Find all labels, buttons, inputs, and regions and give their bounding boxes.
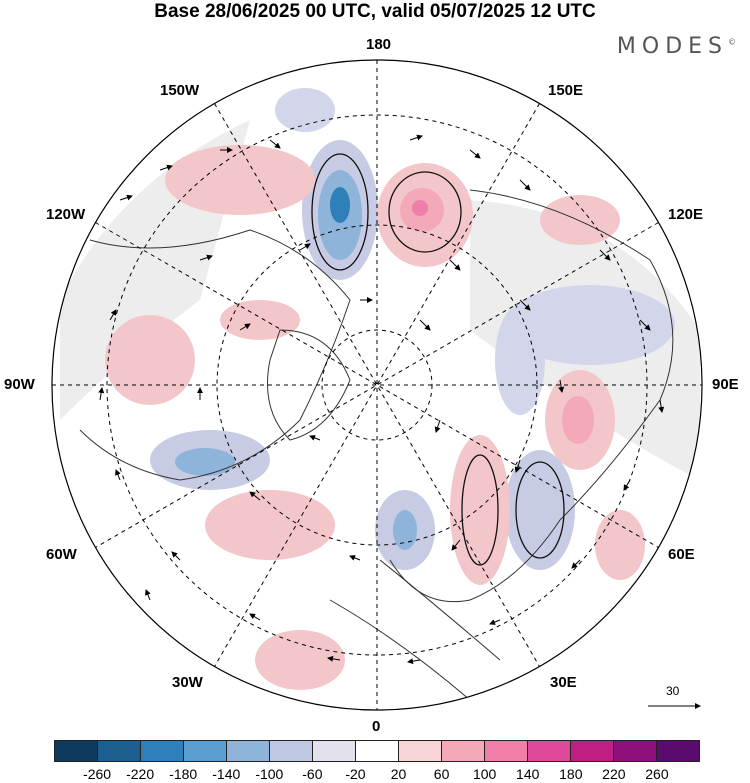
longitude-label-120e: 120E (668, 206, 704, 223)
colorbar-cell (442, 741, 485, 761)
longitude-label-180: 180 (366, 36, 392, 53)
colorbar-cell (614, 741, 657, 761)
map-boundary (51, 59, 703, 711)
chart-title: Base 28/06/2025 00 UTC, valid 05/07/2025… (154, 1, 596, 22)
longitude-label-90w: 90W (4, 376, 35, 393)
colorbar-tick-label: -180 (169, 766, 198, 782)
colorbar-tick-label: 180 (559, 766, 583, 782)
colorbar-cell (528, 741, 571, 761)
contour-lines (311, 153, 565, 566)
longitude-label-150w: 150W (160, 82, 200, 99)
longitude-label-90e: 90E (712, 376, 739, 393)
longitude-label-60w: 60W (46, 546, 77, 563)
wind-vectors (98, 134, 665, 665)
colorbar-cell (55, 741, 98, 761)
colorbar-ticks: -260 -220 -180 -140 -100 -60 -20 20 60 100 140 180 2… (0, 766, 750, 782)
colorbar-tick-label: 140 (516, 766, 540, 782)
colorbar-tick-label: 20 (390, 766, 407, 782)
colorbar-tick-label: 260 (645, 766, 669, 782)
longitude-label-60e: 60E (668, 546, 695, 563)
colorbar-cell (485, 741, 528, 761)
longitude-label-0: 0 (372, 718, 381, 735)
colorbar-tick-label: -20 (345, 766, 366, 782)
colorbar-tick-label: 220 (602, 766, 626, 782)
colorbar-cell (356, 741, 399, 761)
longitude-label-30e: 30E (550, 674, 577, 691)
colorbar-cell (184, 741, 227, 761)
colorbar-tick-label: -100 (255, 766, 284, 782)
longitude-label-120w: 120W (46, 206, 86, 223)
colorbar-tick-label: -60 (302, 766, 323, 782)
negative-anomaly-areas (150, 88, 675, 570)
reference-vector-label: 30 (666, 684, 680, 698)
colorbar-cell (313, 741, 356, 761)
colorbar-cell (227, 741, 270, 761)
longitude-label-150e: 150E (548, 82, 584, 99)
colorbar-tick-label: -260 (83, 766, 112, 782)
colorbar-tick-label: -140 (212, 766, 241, 782)
colorbar-cell (98, 741, 141, 761)
coastlines (79, 189, 674, 701)
graticule (52, 60, 702, 710)
colorbar-tick-label: 60 (433, 766, 450, 782)
colorbar-tick-label: -220 (126, 766, 155, 782)
polar-map (51, 59, 703, 711)
colorbar-cell (399, 741, 442, 761)
brand-logo: MODES© (616, 34, 736, 59)
map-disc (52, 60, 702, 710)
longitude-label-30w: 30W (172, 674, 203, 691)
colorbar-cell (141, 741, 184, 761)
colorbar-cell (571, 741, 614, 761)
colorbar-cell (270, 741, 313, 761)
colorbar (54, 740, 700, 762)
colorbar-tick-label: 100 (472, 766, 497, 782)
colorbar-cell (657, 741, 699, 761)
